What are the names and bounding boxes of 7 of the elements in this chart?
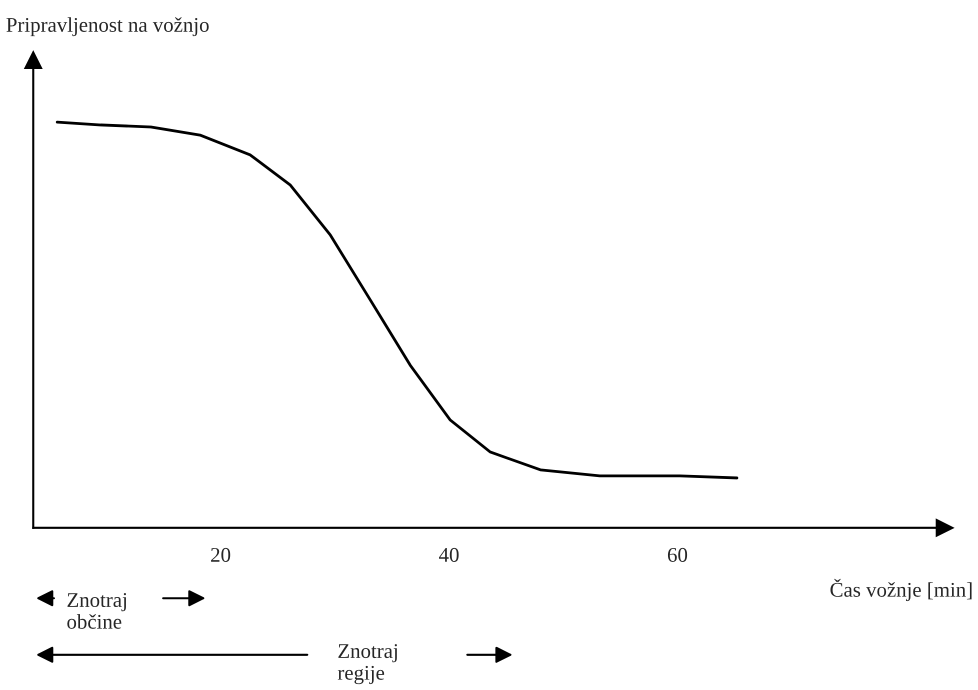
x-tick-label: 20 — [211, 548, 230, 562]
y-axis-title: Pripravljenost na vožnjo — [6, 17, 209, 36]
x-axis-title: Čas vožnje [min] — [830, 578, 972, 602]
x-tick-label: 40 — [439, 548, 459, 562]
x-tick-label: 60 — [668, 548, 688, 562]
text: Znotraj regije — [338, 644, 397, 684]
text: Znotraj občine — [67, 593, 126, 629]
